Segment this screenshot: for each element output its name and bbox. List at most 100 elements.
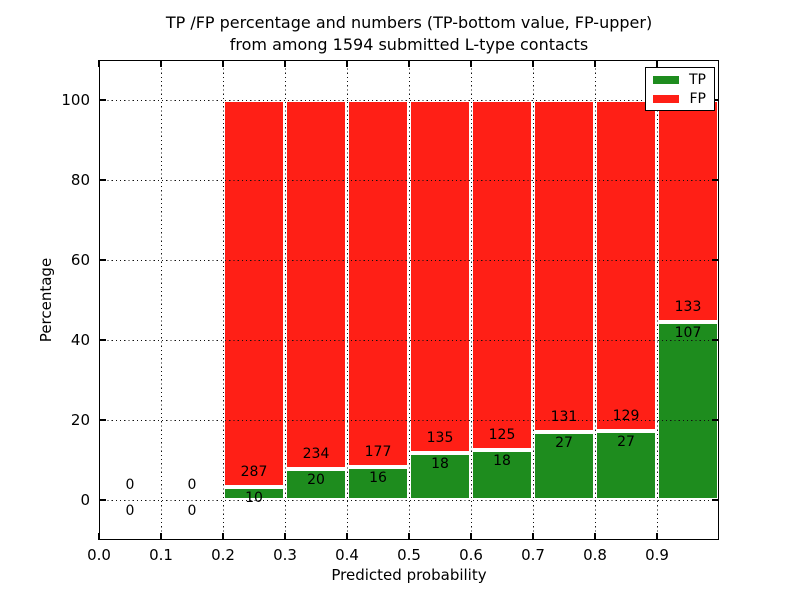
tp-count-label: 107 <box>674 324 702 341</box>
legend-entry-tp: TP <box>646 73 714 87</box>
y-tick-label: 0 <box>80 491 90 509</box>
fp-count-label: 129 <box>612 407 640 424</box>
legend-fp-label: FP <box>689 90 707 107</box>
y-tick-right <box>712 99 719 101</box>
x-tick-top <box>408 60 410 67</box>
x-tick-top <box>532 60 534 67</box>
x-tick-label: 0.8 <box>583 546 607 564</box>
chart-title-line1: TP /FP percentage and numbers (TP-bottom… <box>165 13 653 32</box>
tp-count-label: 0 <box>125 503 135 519</box>
legend-entry-fp: FP <box>646 92 714 106</box>
bar-tp-segment <box>533 431 595 500</box>
x-tick-label: 0.0 <box>87 546 111 564</box>
x-tick-bottom <box>346 533 348 540</box>
x-tick-label: 0.2 <box>211 546 235 564</box>
x-tick-bottom <box>408 533 410 540</box>
legend-fp-swatch <box>653 94 679 103</box>
x-tick-bottom <box>98 533 100 540</box>
bar-tp-segment <box>409 452 471 500</box>
bar-fp-segment <box>533 100 595 432</box>
x-gridline <box>594 60 596 540</box>
x-tick-bottom <box>594 533 596 540</box>
bar-tp-segment <box>657 321 719 500</box>
y-tick-left <box>99 339 106 341</box>
y-gridline <box>99 339 719 341</box>
x-tick-bottom <box>222 533 224 540</box>
tp-count-label: 18 <box>493 452 511 469</box>
x-tick-bottom <box>470 533 472 540</box>
tp-count-label: 27 <box>555 434 573 451</box>
x-tick-bottom <box>160 533 162 540</box>
x-tick-top <box>346 60 348 67</box>
y-tick-left <box>99 179 106 181</box>
tp-count-label: 0 <box>187 503 197 519</box>
y-tick-right <box>712 419 719 421</box>
x-tick-label: 0.3 <box>273 546 297 564</box>
fp-count-label: 287 <box>240 463 268 480</box>
y-gridline <box>99 499 719 501</box>
bar-fp-segment <box>471 100 533 450</box>
y-tick-label: 60 <box>70 251 90 269</box>
bar-tp-segment <box>595 430 657 500</box>
x-tick-label: 0.6 <box>459 546 483 564</box>
y-gridline <box>99 179 719 181</box>
bar-tp-segment <box>347 466 409 500</box>
x-gridline <box>284 60 286 540</box>
x-tick-top <box>470 60 472 67</box>
y-tick-left <box>99 99 106 101</box>
y-tick-label: 100 <box>61 91 90 109</box>
y-tick-right <box>712 179 719 181</box>
bar-tp-segment <box>471 449 533 500</box>
chart-title-line2: from among 1594 submitted L-type contact… <box>229 35 589 54</box>
bar-fp-segment <box>595 100 657 431</box>
fp-count-label: 0 <box>187 477 197 493</box>
x-gridline <box>470 60 472 540</box>
x-tick-top <box>98 60 100 67</box>
bar-tp-segment <box>223 486 285 500</box>
fp-count-label: 131 <box>550 408 578 425</box>
x-tick-label: 0.7 <box>521 546 545 564</box>
y-tick-left <box>99 499 106 501</box>
x-tick-label: 0.5 <box>397 546 421 564</box>
y-tick-right <box>712 339 719 341</box>
y-tick-right <box>712 499 719 501</box>
bar-fp-segment <box>285 100 347 469</box>
x-gridline <box>160 60 162 540</box>
y-gridline <box>99 259 719 261</box>
bar-fp-segment <box>409 100 471 453</box>
tp-count-label: 16 <box>369 469 387 486</box>
y-tick-label: 40 <box>70 331 90 349</box>
tp-count-label: 27 <box>617 433 635 450</box>
fp-count-label: 234 <box>302 445 330 462</box>
x-tick-top <box>222 60 224 67</box>
y-axis-label: Percentage <box>37 257 55 343</box>
legend-tp-swatch <box>653 75 679 84</box>
y-gridline <box>99 99 719 101</box>
x-gridline <box>222 60 224 540</box>
x-tick-bottom <box>284 533 286 540</box>
x-gridline <box>532 60 534 540</box>
tp-count-label: 20 <box>307 471 325 488</box>
x-tick-bottom <box>532 533 534 540</box>
x-tick-bottom <box>656 533 658 540</box>
fp-count-label: 177 <box>364 443 392 460</box>
tp-count-label: 10 <box>245 489 263 506</box>
y-tick-right <box>712 259 719 261</box>
y-tick-left <box>99 419 106 421</box>
chart-title: TP /FP percentage and numbers (TP-bottom… <box>99 12 719 56</box>
fp-count-label: 125 <box>488 426 516 443</box>
bar-fp-segment <box>223 100 285 487</box>
x-tick-top <box>656 60 658 67</box>
fp-count-label: 135 <box>426 429 454 446</box>
tp-count-label: 18 <box>431 455 449 472</box>
x-tick-top <box>594 60 596 67</box>
x-tick-label: 0.9 <box>645 546 669 564</box>
bar-fp-segment <box>657 100 719 322</box>
x-tick-label: 0.4 <box>335 546 359 564</box>
y-tick-label: 80 <box>70 171 90 189</box>
fp-count-label: 133 <box>674 298 702 315</box>
x-gridline <box>656 60 658 540</box>
x-tick-top <box>284 60 286 67</box>
y-tick-left <box>99 259 106 261</box>
legend-tp-label: TP <box>689 71 706 88</box>
